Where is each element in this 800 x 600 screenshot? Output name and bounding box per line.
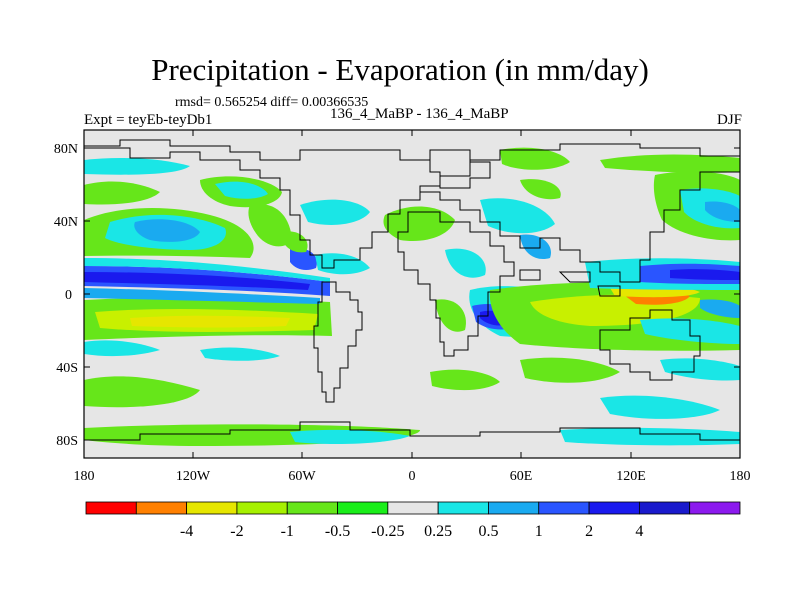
field-asia-green-2 bbox=[520, 179, 561, 200]
field-itcz-dark-band bbox=[84, 272, 310, 290]
lat-tick-80n: 80N bbox=[54, 142, 78, 157]
lon-tick-180e: 180 bbox=[730, 469, 751, 484]
field-alaska-cyan bbox=[215, 181, 268, 199]
lat-tick-80s: 80S bbox=[56, 434, 78, 449]
field-west-pacific-band-dark bbox=[670, 269, 740, 280]
field-arctic-pacific-cyan bbox=[84, 158, 190, 175]
colorbar-label-3: -0.5 bbox=[325, 523, 350, 540]
coast-greenland bbox=[429, 149, 491, 189]
colorbar-label-7: 1 bbox=[535, 523, 543, 540]
colorbar-swatch-10 bbox=[588, 501, 640, 515]
field-antarctic-east-cyan bbox=[560, 427, 740, 446]
field-asia-blue bbox=[520, 234, 551, 260]
field-west-pacific-south-blue bbox=[700, 299, 740, 318]
lon-tick-60w: 60W bbox=[288, 469, 316, 484]
field-south-indian-green bbox=[520, 357, 620, 383]
coast-islands-se-asia bbox=[519, 269, 621, 297]
colorbar-swatch-6 bbox=[387, 501, 439, 515]
colorbar-swatch-0 bbox=[85, 501, 137, 515]
colorbar-swatch-5 bbox=[337, 501, 389, 515]
coast-south-america bbox=[313, 281, 363, 403]
field-equatorial-cyan-south bbox=[84, 288, 320, 304]
axis-ticks bbox=[84, 130, 740, 458]
coast-australia bbox=[599, 309, 701, 381]
field-south-cyan-3 bbox=[660, 358, 740, 381]
field-southern-ocean-cyan-2 bbox=[200, 347, 280, 361]
plot-title: Precipitation - Evaporation (in mm/day) bbox=[151, 52, 649, 87]
lon-tick-120w: 120W bbox=[176, 469, 211, 484]
field-south-pacific-core bbox=[130, 315, 290, 328]
map-field bbox=[84, 130, 740, 458]
experiment-label: Expt = teyEb-teyDb1 bbox=[84, 112, 213, 128]
lat-tick-40s: 40S bbox=[56, 361, 78, 376]
field-arctic-east-green bbox=[600, 154, 740, 173]
field-south-indian-green-2 bbox=[430, 369, 500, 391]
colorbar-label-9: 4 bbox=[635, 523, 643, 540]
colorbar-swatch-3 bbox=[236, 501, 288, 515]
field-central-cyan bbox=[315, 253, 370, 275]
lon-tick-60e: 60E bbox=[510, 469, 533, 484]
colorbar-label-0: -4 bbox=[180, 523, 193, 540]
colorbar-swatch-11 bbox=[638, 501, 691, 515]
field-north-pacific-blue bbox=[134, 219, 200, 242]
coast-eurasia bbox=[420, 143, 741, 283]
field-southern-ocean-green bbox=[84, 376, 200, 408]
colorbar-label-6: 0.5 bbox=[478, 523, 498, 540]
field-arctic-pacific-green bbox=[84, 181, 160, 205]
season-label: DJF bbox=[716, 112, 742, 128]
colorbar-label-5: 0.25 bbox=[424, 523, 452, 540]
colorbar-swatch-12 bbox=[689, 501, 741, 515]
field-asia-cyan bbox=[480, 198, 555, 234]
field-asia-green bbox=[500, 147, 570, 170]
coast-north-america bbox=[83, 139, 441, 269]
colorbar-label-4: -0.25 bbox=[371, 523, 404, 540]
colorbar-swatch-7 bbox=[437, 501, 489, 515]
field-southern-ocean-cyan bbox=[84, 340, 160, 357]
field-africa-cyan bbox=[445, 248, 486, 278]
lat-tick-0: 0 bbox=[65, 288, 72, 303]
lat-tick-40n: 40N bbox=[54, 215, 78, 230]
colorbar-label-2: -1 bbox=[281, 523, 294, 540]
colorbar-swatch-8 bbox=[488, 501, 540, 515]
colorbar-swatch-1 bbox=[135, 501, 188, 515]
colorbar-swatch-9 bbox=[538, 501, 590, 515]
field-antarctic-cyan bbox=[290, 429, 410, 444]
stats-label: rmsd= 0.565254 diff= 0.00366535 bbox=[175, 95, 369, 110]
field-south-indian-cyan bbox=[600, 395, 720, 419]
colorbar-label-1: -2 bbox=[230, 523, 243, 540]
colorbar-label-8: 2 bbox=[585, 523, 593, 540]
field-africa-east-green bbox=[435, 299, 466, 332]
colorbar-swatch-4 bbox=[286, 501, 338, 515]
period-label: 136_4_MaBP - 136_4_MaBP bbox=[330, 106, 509, 122]
coast-antarctica bbox=[83, 421, 741, 446]
field-atlantic-green-2 bbox=[280, 231, 308, 253]
field-nw-pacific-blue bbox=[705, 201, 740, 222]
lon-tick-0: 0 bbox=[409, 469, 416, 484]
lon-tick-120e: 120E bbox=[616, 469, 646, 484]
field-equatorial-cyan bbox=[84, 258, 330, 282]
field-atlantic-north-cyan bbox=[300, 199, 370, 225]
coastlines bbox=[83, 139, 741, 446]
lon-tick-180w: 180 bbox=[74, 469, 95, 484]
colorbar: -4 -2 -1 -0.5 -0.25 0.25 0.5 1 2 4 bbox=[85, 501, 741, 540]
colorbar-swatch-2 bbox=[186, 501, 238, 515]
coast-africa bbox=[397, 211, 515, 357]
